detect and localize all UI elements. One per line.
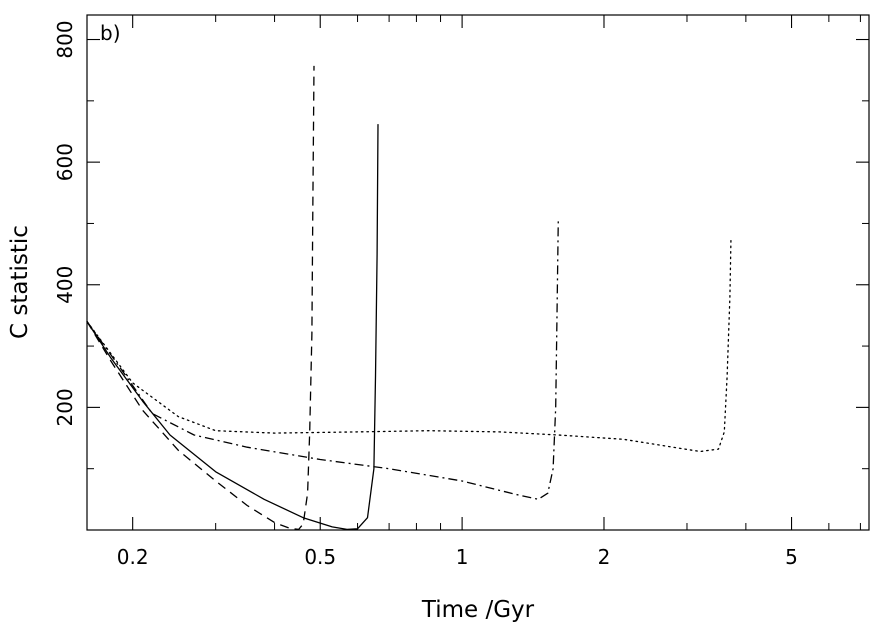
plot-frame: [86, 14, 870, 531]
panel-label: b): [100, 21, 121, 45]
x-tick-label: 0.5: [304, 545, 336, 569]
x-axis-label: Time /Gyr: [421, 597, 535, 623]
y-axis-label: C statistic: [7, 225, 33, 339]
series-line-solid: [86, 124, 379, 531]
series-line-dashdot: [86, 218, 559, 500]
series-line-dotted: [86, 236, 732, 453]
x-tick-label: 1: [456, 545, 469, 569]
y-tick-label: 400: [53, 266, 77, 304]
y-tick-label: 800: [53, 20, 77, 58]
y-tick-label: 600: [53, 143, 77, 181]
series-line-dashed: [86, 65, 315, 531]
x-tick-label: 2: [598, 545, 611, 569]
axis-ticks: [87, 15, 869, 530]
x-tick-label: 0.2: [117, 545, 149, 569]
y-tick-label: 200: [53, 388, 77, 426]
series-layer: [86, 65, 732, 531]
x-tick-label: 5: [785, 545, 798, 569]
axis-tick-labels: 0.2 0.5 1 2 5 200 400 600 800: [53, 20, 798, 569]
